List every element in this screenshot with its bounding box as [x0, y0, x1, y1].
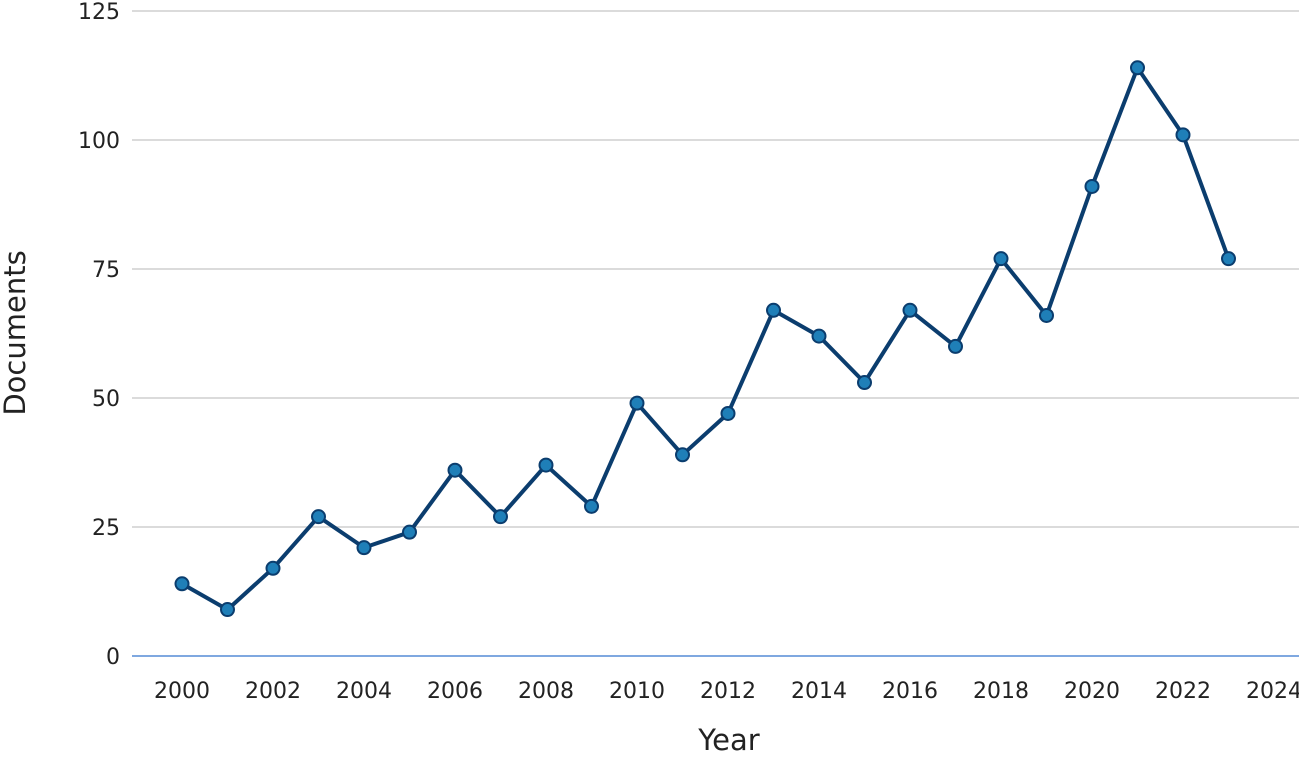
- data-point: [584, 498, 599, 514]
- x-tick-label: 2020: [1064, 679, 1120, 704]
- data-point: [1175, 127, 1191, 143]
- y-axis-ticks: 0 25 50 75 100 125: [78, 0, 120, 670]
- data-point: [629, 395, 645, 411]
- gridlines: [132, 10, 1299, 657]
- y-tick-label: 75: [92, 258, 120, 283]
- x-axis-title: Year: [697, 723, 759, 753]
- x-tick-label: 2008: [518, 679, 574, 704]
- series-documents: [174, 60, 1236, 618]
- x-tick-label: 2012: [700, 679, 756, 704]
- x-tick-label: 2024: [1246, 679, 1299, 704]
- data-point: [447, 462, 463, 478]
- y-tick-label: 0: [106, 645, 120, 670]
- data-point: [766, 302, 781, 318]
- data-point: [1221, 251, 1236, 267]
- y-tick-label: 100: [78, 129, 120, 154]
- x-tick-label: 2018: [973, 679, 1029, 704]
- x-tick-label: 2010: [609, 679, 665, 704]
- x-tick-label: 2014: [791, 679, 847, 704]
- y-tick-label: 125: [78, 0, 120, 25]
- y-axis-title: Documents: [0, 250, 32, 415]
- data-point: [675, 447, 690, 463]
- data-point: [720, 405, 736, 421]
- data-point: [948, 338, 963, 354]
- x-axis-ticks: 2000 2002 2004 2006 2008 2010 2012 2014 2016 2018…: [154, 679, 1299, 704]
- data-point: [356, 540, 372, 556]
- x-tick-label: 2002: [245, 679, 301, 704]
- y-tick-label: 50: [92, 387, 120, 412]
- data-point: [811, 328, 827, 344]
- data-point: [265, 560, 281, 576]
- data-point: [402, 524, 417, 540]
- data-point: [902, 302, 918, 318]
- y-tick-label: 25: [92, 516, 120, 541]
- data-point: [538, 457, 554, 473]
- x-tick-label: 2016: [882, 679, 938, 704]
- data-point: [311, 509, 326, 525]
- x-tick-label: 2022: [1155, 679, 1211, 704]
- data-point: [174, 576, 190, 592]
- data-point: [220, 602, 235, 618]
- x-tick-label: 2006: [427, 679, 483, 704]
- data-point: [857, 375, 872, 391]
- x-tick-label: 2000: [154, 679, 210, 704]
- series-line: [180, 65, 1231, 612]
- data-point: [1130, 60, 1145, 76]
- data-point: [1039, 307, 1054, 323]
- data-point: [993, 251, 1009, 267]
- data-point: [493, 509, 508, 525]
- data-point: [1084, 178, 1100, 194]
- x-tick-label: 2004: [336, 679, 392, 704]
